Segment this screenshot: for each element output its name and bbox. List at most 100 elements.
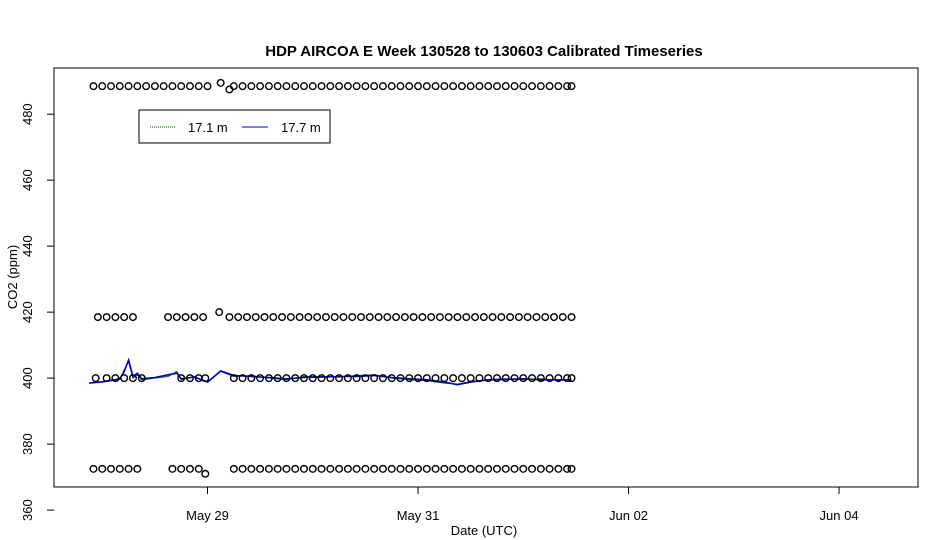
y-axis: 360 380 400 420 440 460 480 [20,103,54,521]
data-point [299,374,308,383]
data-point [194,464,203,473]
data-point [278,313,287,322]
x-tick-label: May 31 [397,508,440,523]
data-point [374,313,383,322]
data-point [335,374,344,383]
data-point [563,374,572,383]
data-point [431,82,440,91]
data-point [506,313,515,322]
data-point [501,374,510,383]
data-point [304,313,313,322]
data-point [91,374,100,383]
data-point [357,313,366,322]
data-point [475,374,484,383]
data-point [291,82,300,91]
data-point [501,82,510,91]
data-point [111,313,120,322]
data-point [120,313,129,322]
data-point [260,313,269,322]
data-point [330,313,339,322]
data-point [405,464,414,473]
data-point [308,82,317,91]
data-point [528,464,537,473]
data-point [295,313,304,322]
data-point [405,374,414,383]
data-point [532,313,541,322]
data-point [124,82,133,91]
data-point [282,82,291,91]
data-point [98,464,107,473]
data-point [168,82,177,91]
data-point [497,313,506,322]
data-points [89,78,576,478]
data-point [422,82,431,91]
data-point [405,82,414,91]
data-point [238,374,247,383]
data-point [462,313,471,322]
data-point [326,374,335,383]
data-point [370,82,379,91]
data-point [453,313,462,322]
data-point [98,82,107,91]
data-point [536,464,545,473]
x-tick-label: Jun 02 [609,508,648,523]
data-point [479,313,488,322]
data-point [554,82,563,91]
data-point [164,313,173,322]
data-point [282,464,291,473]
data-point [510,374,519,383]
data-point [133,82,142,91]
data-point [484,464,493,473]
data-point [449,374,458,383]
legend: 17.1 m 17.7 m [138,109,331,144]
data-point [396,374,405,383]
data-point [541,313,550,322]
data-point [567,464,576,473]
data-point [269,313,278,322]
data-point [181,313,190,322]
data-point [216,78,225,87]
data-point [264,464,273,473]
data-point [247,82,256,91]
data-point [234,313,243,322]
y-tick-label: 400 [20,367,35,389]
data-point [440,464,449,473]
data-point [414,464,423,473]
data-point [387,374,396,383]
data-point [133,464,142,473]
data-point [492,374,501,383]
data-point [150,82,159,91]
data-point [348,313,357,322]
data-point [273,82,282,91]
data-point [514,313,523,322]
data-point [190,313,199,322]
data-point [427,313,436,322]
data-point [510,82,519,91]
data-point [194,82,203,91]
data-point [563,82,572,91]
data-point [185,82,194,91]
data-point [492,82,501,91]
data-point [256,374,265,383]
data-point [251,313,260,322]
data-point [466,82,475,91]
data-point [299,82,308,91]
data-point [545,374,554,383]
data-point [215,308,224,317]
data-point [317,464,326,473]
data-point [563,464,572,473]
data-point [185,374,194,383]
data-point [528,374,537,383]
data-point [335,82,344,91]
data-point [523,313,532,322]
data-point [229,464,238,473]
data-point [247,464,256,473]
data-point [299,464,308,473]
data-point [201,374,210,383]
data-point [545,82,554,91]
data-point [352,374,361,383]
data-point [89,82,98,91]
data-point [422,374,431,383]
data-point [177,464,186,473]
